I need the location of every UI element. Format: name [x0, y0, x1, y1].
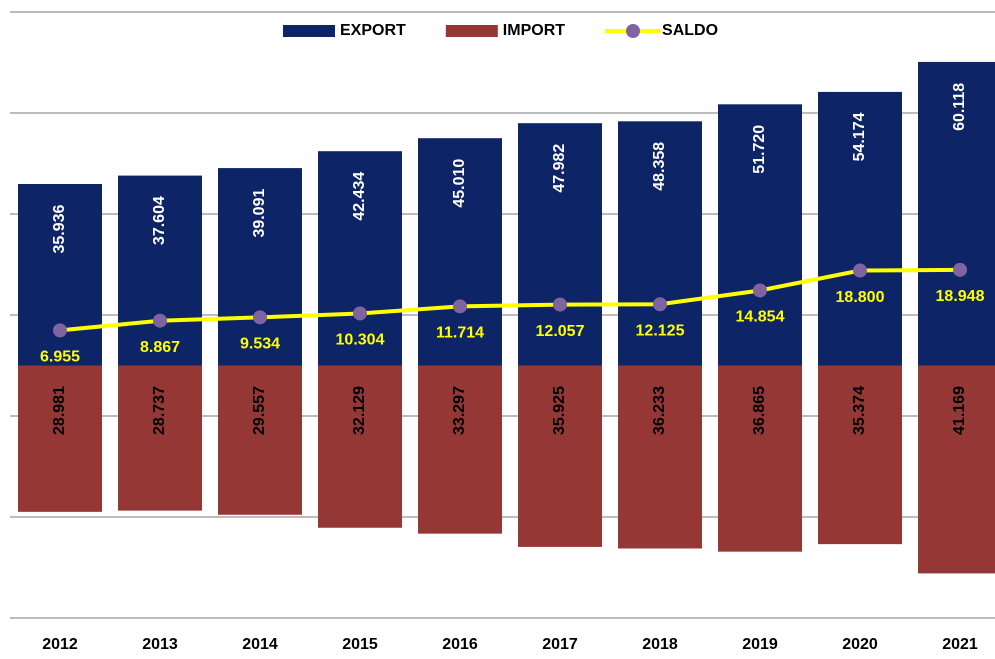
- value-label: 18.800: [836, 289, 885, 306]
- bar: [918, 61, 995, 366]
- bar: [218, 365, 302, 515]
- marker: [53, 323, 67, 338]
- value-label: 8.867: [140, 339, 180, 356]
- bar: [218, 168, 302, 366]
- x-tick-label: 2019: [742, 636, 778, 653]
- x-tick-label: 2013: [142, 636, 178, 653]
- marker: [353, 306, 367, 321]
- value-label: 11.714: [436, 325, 484, 342]
- value-label: 39.091: [251, 189, 268, 238]
- legend-marker: [626, 24, 641, 38]
- marker: [153, 313, 167, 328]
- value-label: 9.534: [240, 336, 280, 353]
- value-label: 60.118: [951, 83, 968, 131]
- legend-label: SALDO: [662, 22, 718, 39]
- value-label: 54.174: [851, 112, 868, 161]
- x-tick-label: 2016: [442, 636, 478, 653]
- value-label: 36.865: [751, 386, 768, 435]
- value-label: 10.304: [336, 332, 385, 349]
- value-label: 12.125: [636, 322, 685, 339]
- x-tick-label: 2015: [342, 636, 378, 653]
- bar: [918, 365, 995, 574]
- bar: [518, 123, 602, 366]
- x-tick-label: 2020: [842, 636, 878, 653]
- value-label: 12.057: [536, 323, 585, 340]
- value-label: 29.557: [251, 386, 268, 435]
- bar: [618, 121, 702, 366]
- marker: [553, 297, 567, 312]
- x-tick-label: 2017: [542, 636, 578, 653]
- bar: [318, 151, 402, 366]
- value-label: 35.936: [51, 204, 68, 253]
- marker: [753, 283, 767, 298]
- value-label: 6.955: [40, 349, 80, 366]
- x-tick-label: 2014: [242, 636, 278, 653]
- value-label: 41.169: [951, 386, 968, 435]
- bar: [718, 104, 802, 366]
- bar: [718, 365, 802, 552]
- value-label: 14.854: [736, 309, 785, 326]
- value-label: 28.737: [151, 386, 168, 435]
- marker: [953, 262, 967, 277]
- marker: [253, 310, 267, 325]
- bar: [118, 365, 202, 511]
- bar: [318, 365, 402, 528]
- bar: [518, 365, 602, 547]
- value-label: 37.604: [151, 196, 168, 245]
- marker: [853, 263, 867, 278]
- marker: [453, 299, 467, 314]
- value-label: 47.982: [551, 144, 568, 193]
- value-label: 45.010: [451, 159, 468, 208]
- value-label: 35.374: [851, 386, 868, 435]
- x-tick-label: 2021: [942, 636, 978, 653]
- legend-swatch: [283, 25, 335, 37]
- bar: [618, 365, 702, 549]
- legend-swatch: [445, 25, 498, 37]
- value-label: 35.925: [551, 386, 568, 435]
- legend-label: EXPORT: [340, 22, 406, 39]
- legend-label: IMPORT: [503, 22, 565, 39]
- value-label: 33.297: [451, 386, 468, 435]
- bar: [418, 138, 502, 366]
- x-tick-label: 2012: [42, 636, 78, 653]
- bar: [818, 365, 902, 545]
- x-tick-label: 2018: [642, 636, 678, 653]
- marker: [653, 297, 667, 312]
- bar: [818, 91, 902, 366]
- bar: [18, 365, 102, 512]
- value-label: 48.358: [651, 142, 668, 191]
- value-label: 28.981: [51, 386, 68, 435]
- bar: [118, 175, 202, 366]
- value-label: 42.434: [351, 172, 368, 221]
- value-label: 32.129: [351, 386, 368, 435]
- bar: [418, 365, 502, 534]
- line: [59, 267, 961, 333]
- value-label: 51.720: [751, 125, 768, 174]
- value-label: 18.948: [936, 288, 985, 305]
- value-label: 36.233: [651, 386, 668, 435]
